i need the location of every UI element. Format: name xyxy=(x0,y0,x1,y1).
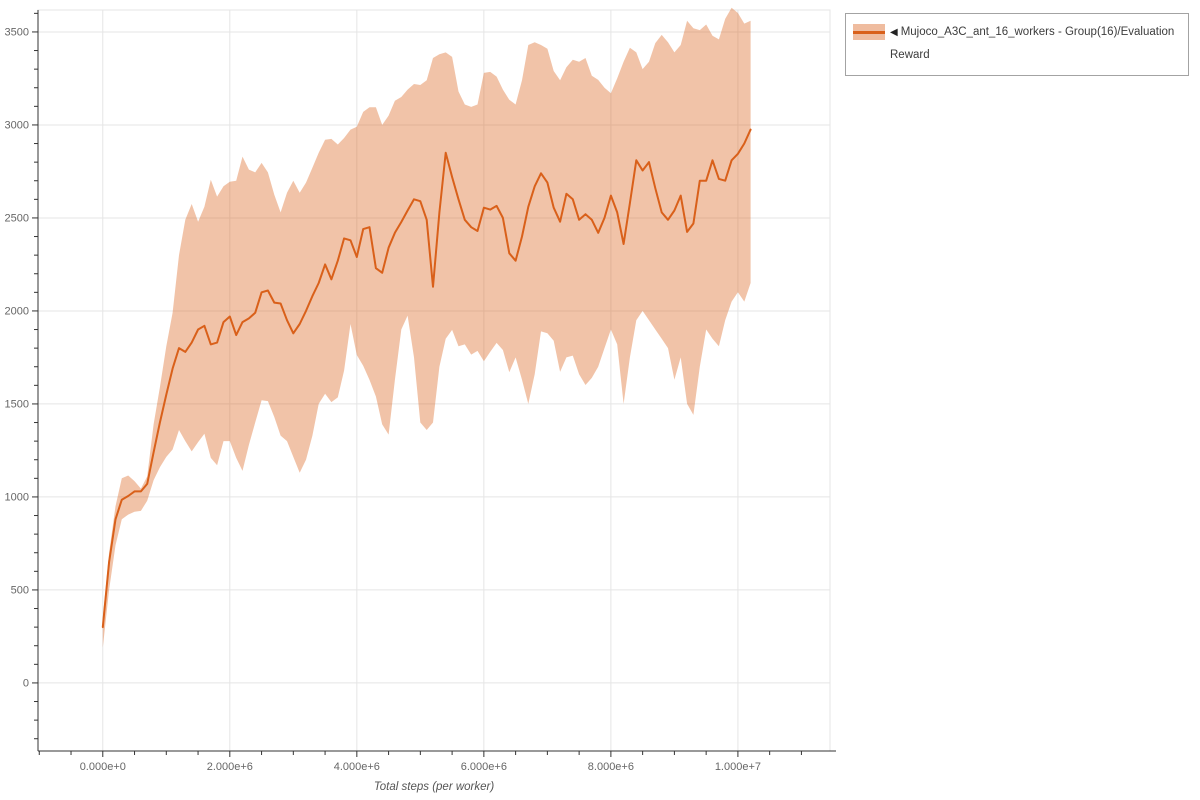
y-tick-label: 3500 xyxy=(5,26,29,38)
collapse-triangle-icon: ◀ xyxy=(890,27,898,38)
mean-reward-line xyxy=(101,128,752,629)
confidence-band xyxy=(102,7,751,648)
x-tick-label: 2.000e+6 xyxy=(207,761,253,773)
y-tick-label: 3000 xyxy=(5,119,29,131)
x-tick-label: 6.000e+6 xyxy=(461,761,507,773)
gridlines xyxy=(38,10,830,751)
y-tick-label: 1500 xyxy=(5,398,29,410)
x-tick-label: 0.000e+0 xyxy=(80,761,126,773)
legend: ◀ Mujoco_A3C_ant_16_workers - Group(16)/E… xyxy=(845,13,1189,76)
axes: 0.000e+0 2.000e+6 4.000e+6 6.000e+6 8.000e+6… xyxy=(5,10,836,773)
legend-entry: ◀ Mujoco_A3C_ant_16_workers - Group(16)/E… xyxy=(890,21,1179,66)
x-tick-label: 4.000e+6 xyxy=(334,761,380,773)
y-tick-label: 0 xyxy=(23,677,29,689)
y-tick-label: 1000 xyxy=(5,491,29,503)
series-color-swatch xyxy=(853,24,885,40)
x-axis-title: Total steps (per worker) xyxy=(373,781,495,793)
y-tick-label: 2500 xyxy=(5,212,29,224)
y-tick-label: 2000 xyxy=(5,305,29,317)
y-tick-label: 500 xyxy=(11,584,29,596)
series-line-icon xyxy=(853,30,885,34)
x-tick-label: 8.000e+6 xyxy=(588,761,634,773)
x-tick-label: 1.000e+7 xyxy=(715,761,761,773)
legend-label: Mujoco_A3C_ant_16_workers - Group(16)/Ev… xyxy=(890,26,1175,61)
